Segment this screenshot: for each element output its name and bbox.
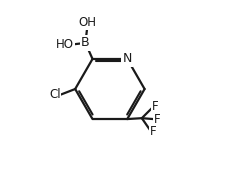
Text: F: F — [150, 125, 156, 138]
Text: N: N — [123, 53, 132, 66]
Text: Cl: Cl — [49, 88, 61, 101]
Text: HO: HO — [56, 38, 74, 51]
Text: OH: OH — [78, 16, 96, 29]
Text: B: B — [81, 36, 90, 49]
Text: F: F — [151, 100, 158, 113]
Text: F: F — [154, 112, 160, 125]
